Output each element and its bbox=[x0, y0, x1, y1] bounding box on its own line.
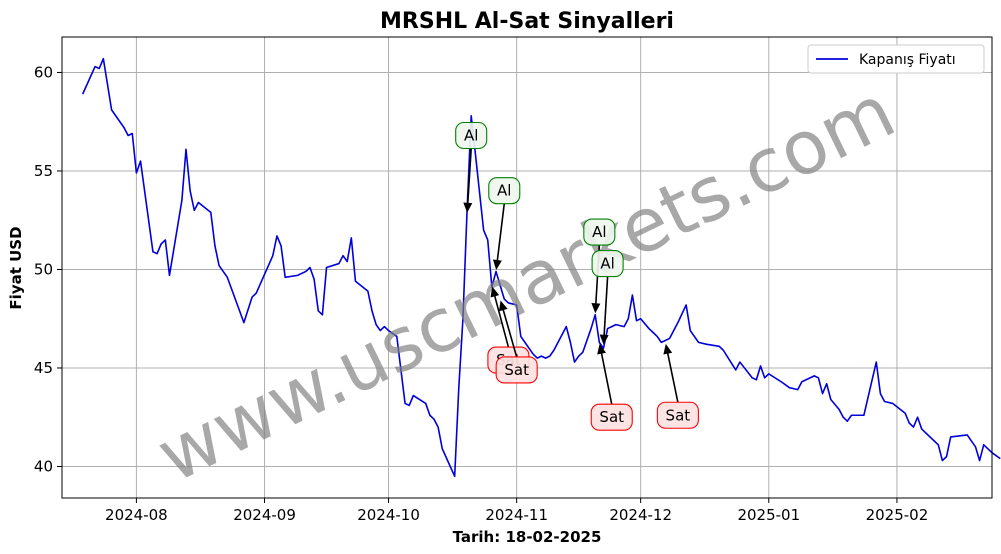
signal-arrow-line bbox=[603, 276, 609, 338]
series-layer bbox=[81, 57, 1001, 478]
signal-label-text: Al bbox=[600, 255, 614, 273]
signal-arrow-head bbox=[490, 286, 500, 298]
sell-signal: Sat bbox=[495, 300, 538, 384]
signal-label-box bbox=[488, 177, 521, 205]
signal-label-box bbox=[656, 401, 699, 429]
watermark-text: www.uscmarkets.com bbox=[144, 68, 907, 499]
x-tick-label: 2025-01 bbox=[737, 506, 800, 524]
signal-arrow-head bbox=[591, 303, 601, 314]
y-tick-label: 55 bbox=[34, 162, 53, 180]
legend-box bbox=[807, 44, 985, 74]
x-tick-label: 2024-09 bbox=[233, 506, 296, 524]
buy-signal: Al bbox=[488, 177, 521, 270]
buy-signal: Al bbox=[591, 250, 624, 345]
signal-label-box bbox=[455, 121, 488, 150]
y-tick-label: 50 bbox=[34, 260, 53, 278]
signal-label-text: Sat bbox=[599, 408, 624, 426]
x-tick-label: 2024-08 bbox=[105, 506, 168, 524]
y-tick-label: 45 bbox=[34, 359, 53, 377]
series-line-kapanis-fiyati bbox=[81, 57, 1001, 478]
signal-label-text: Sat bbox=[504, 361, 529, 379]
signal-arrow-head bbox=[663, 343, 673, 355]
sell-signal: Sat bbox=[656, 343, 699, 429]
signal-label-box bbox=[495, 356, 538, 384]
x-axis-ticks: 2024-08 2024-09 2024-10 2024-11 2024-12 2025-… bbox=[105, 498, 928, 524]
signal-arrow-line bbox=[466, 148, 472, 206]
signal-arrow-line bbox=[496, 203, 506, 264]
legend: Kapanış Fiyatı bbox=[807, 44, 985, 74]
signal-arrow-head bbox=[599, 334, 609, 345]
y-tick-label: 60 bbox=[34, 63, 53, 81]
signal-arrow-line bbox=[666, 350, 679, 403]
signal-arrow-line bbox=[501, 306, 518, 358]
x-tick-label: 2024-10 bbox=[357, 506, 420, 524]
signal-label-text: Al bbox=[497, 182, 511, 200]
y-axis-ticks: 40 45 50 55 60 bbox=[34, 63, 62, 475]
signal-arrow-head bbox=[498, 300, 508, 312]
x-tick-label: 2024-12 bbox=[609, 506, 672, 524]
signal-arrow-line bbox=[493, 293, 510, 348]
signal-arrow-head bbox=[597, 343, 607, 355]
signal-label-text: Al bbox=[592, 223, 606, 241]
y-axis-label: Fiyat USD bbox=[7, 226, 25, 309]
signal-annotations: AlAlSatSatAlAlSatSat bbox=[455, 121, 699, 431]
buy-signal: Al bbox=[455, 121, 488, 213]
x-axis-label: Tarih: 18-02-2025 bbox=[453, 528, 602, 546]
chart-title: MRSHL Al-Sat Sinyalleri bbox=[380, 9, 674, 34]
signal-label-text: Al bbox=[464, 127, 478, 145]
signal-arrow-head bbox=[492, 259, 502, 270]
signal-arrow-line bbox=[600, 350, 613, 405]
y-tick-label: 40 bbox=[34, 457, 53, 475]
signal-label-text: Sat bbox=[666, 406, 691, 424]
signal-arrow-head bbox=[463, 202, 473, 213]
signal-label-box bbox=[590, 403, 633, 431]
legend-series-label: Kapanış Fiyatı bbox=[859, 52, 956, 68]
signal-label-box bbox=[591, 250, 624, 278]
sell-signal: Sat bbox=[590, 343, 633, 431]
plot-frame bbox=[61, 36, 993, 499]
signal-label-box bbox=[583, 218, 616, 246]
x-tick-label: 2024-11 bbox=[485, 506, 548, 524]
x-tick-label: 2025-02 bbox=[866, 506, 929, 524]
